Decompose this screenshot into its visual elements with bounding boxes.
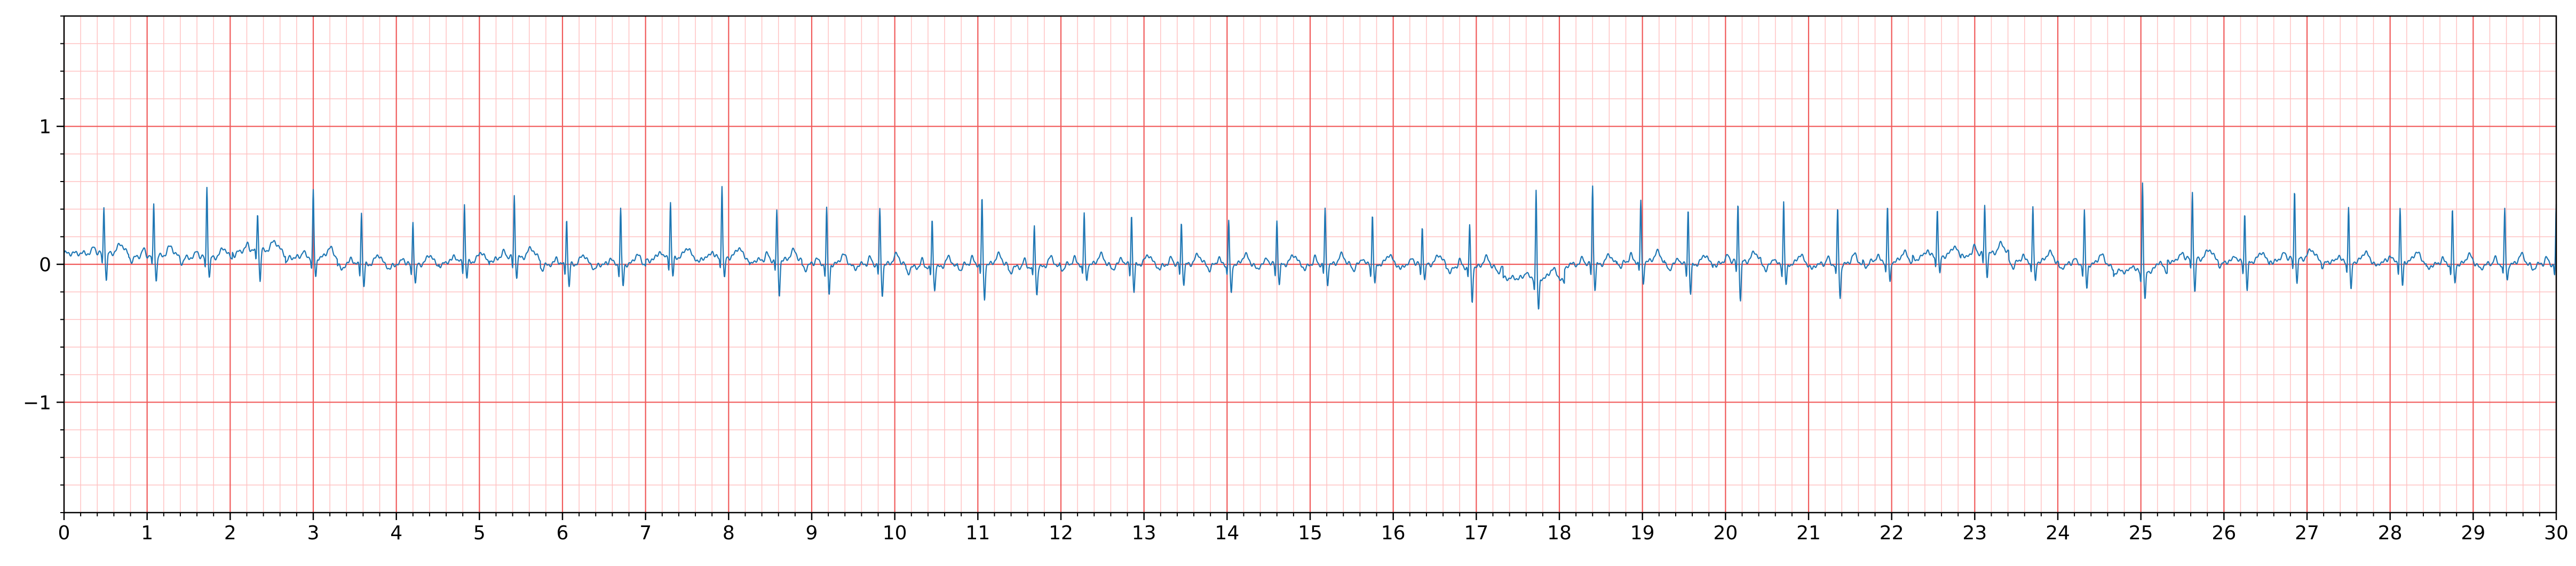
y-tick-label: −1 xyxy=(23,392,51,414)
x-tick-label: 29 xyxy=(2461,522,2485,544)
x-tick-label: 22 xyxy=(1880,522,1904,544)
x-tick-label: 26 xyxy=(2212,522,2236,544)
x-tick-label: 0 xyxy=(58,522,70,544)
x-tick-label: 16 xyxy=(1381,522,1406,544)
x-tick-label: 28 xyxy=(2378,522,2403,544)
x-tick-label: 24 xyxy=(2046,522,2070,544)
x-tick-label: 11 xyxy=(965,522,990,544)
x-tick-label: 6 xyxy=(557,522,569,544)
x-tick-label: 3 xyxy=(307,522,320,544)
x-tick-label: 18 xyxy=(1547,522,1572,544)
x-tick-label: 17 xyxy=(1464,522,1488,544)
axes-layer xyxy=(57,15,2557,520)
x-tick-label: 21 xyxy=(1796,522,1821,544)
x-tick-label: 12 xyxy=(1049,522,1073,544)
x-tick-label: 23 xyxy=(1962,522,1987,544)
x-tick-label: 9 xyxy=(806,522,818,544)
x-tick-label: 25 xyxy=(2129,522,2153,544)
x-tick-label: 19 xyxy=(1630,522,1655,544)
x-tick-label: 20 xyxy=(1713,522,1738,544)
x-tick-layer: 0 1 2 3 4 5 6 7 8 9 10 11 12 13 14 15 16 17 18 19 20 21 22 23 24… xyxy=(58,522,2569,544)
x-tick-label: 8 xyxy=(723,522,735,544)
x-tick-label: 2 xyxy=(224,522,236,544)
x-tick-label: 4 xyxy=(390,522,402,544)
x-tick-label: 15 xyxy=(1298,522,1322,544)
y-tick-label: 1 xyxy=(39,116,51,138)
x-tick-label: 30 xyxy=(2544,522,2569,544)
x-tick-label: 10 xyxy=(883,522,907,544)
x-tick-label: 27 xyxy=(2295,522,2319,544)
x-tick-label: 5 xyxy=(473,522,486,544)
ecg-trace-layer xyxy=(63,182,2557,310)
x-tick-label: 7 xyxy=(639,522,652,544)
y-tick-layer: 1 0 −1 xyxy=(23,116,51,414)
y-tick-label: 0 xyxy=(39,254,51,276)
major-grid xyxy=(63,16,2557,513)
x-tick-label: 13 xyxy=(1132,522,1156,544)
x-tick-label: 1 xyxy=(141,522,153,544)
x-tick-label: 14 xyxy=(1215,522,1239,544)
ecg-trace-line xyxy=(63,182,2557,310)
